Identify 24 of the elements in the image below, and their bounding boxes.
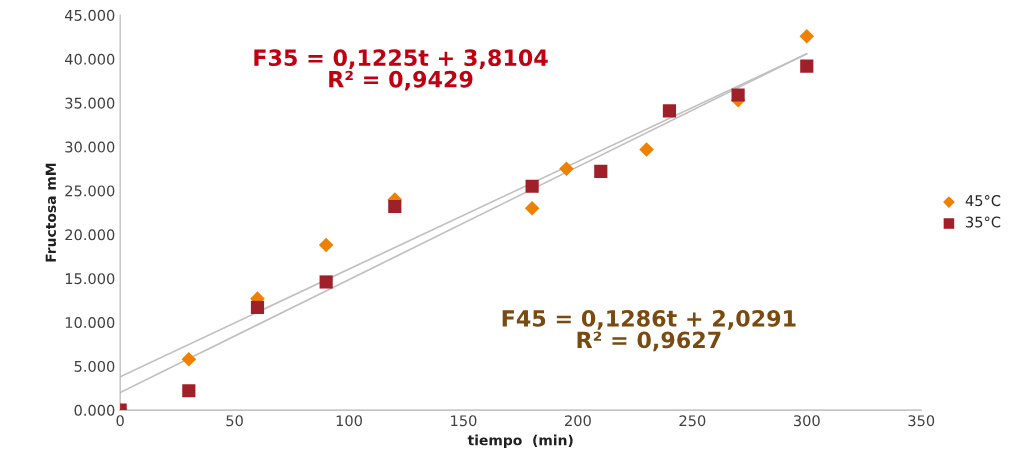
y-tick-label: 10.000 [65,317,115,329]
y-tick-label: 25.000 [65,185,115,197]
x-tick-label: 100 [336,415,362,427]
y-tick-label: 35.000 [65,97,115,109]
y-tick-label: 20.000 [65,229,115,241]
y-tick-label: 15.000 [65,273,115,285]
y-axis-title: Fructosa mM [45,163,57,262]
annotation: F35 = 0,1225t + 3,8104 R² = 0,9429 [254,49,548,91]
x-tick-label: 0 [116,415,124,427]
y-tick-label: 40.000 [64,53,115,65]
y-tick-label: 45.000 [64,9,115,21]
annotation: F45 = 0,1286t + 2,0291 R² = 0,9627 [502,309,796,352]
x-tick-label: 250 [679,415,706,427]
legend-label: 45°C [965,195,1001,207]
y-tick-label: 5.000 [74,360,115,372]
x-tick-label: 300 [793,415,820,427]
x-tick-label: 350 [908,415,935,427]
y-tick-label: 0.000 [74,404,115,416]
y-tick-label: 30.000 [65,141,115,153]
legend-label: 35°C [966,216,1001,228]
x-tick-label: 150 [451,415,477,427]
x-tick-label: 200 [565,415,591,427]
x-axis-title: tiempo (min) [467,434,573,449]
x-tick-label: 50 [226,415,243,427]
